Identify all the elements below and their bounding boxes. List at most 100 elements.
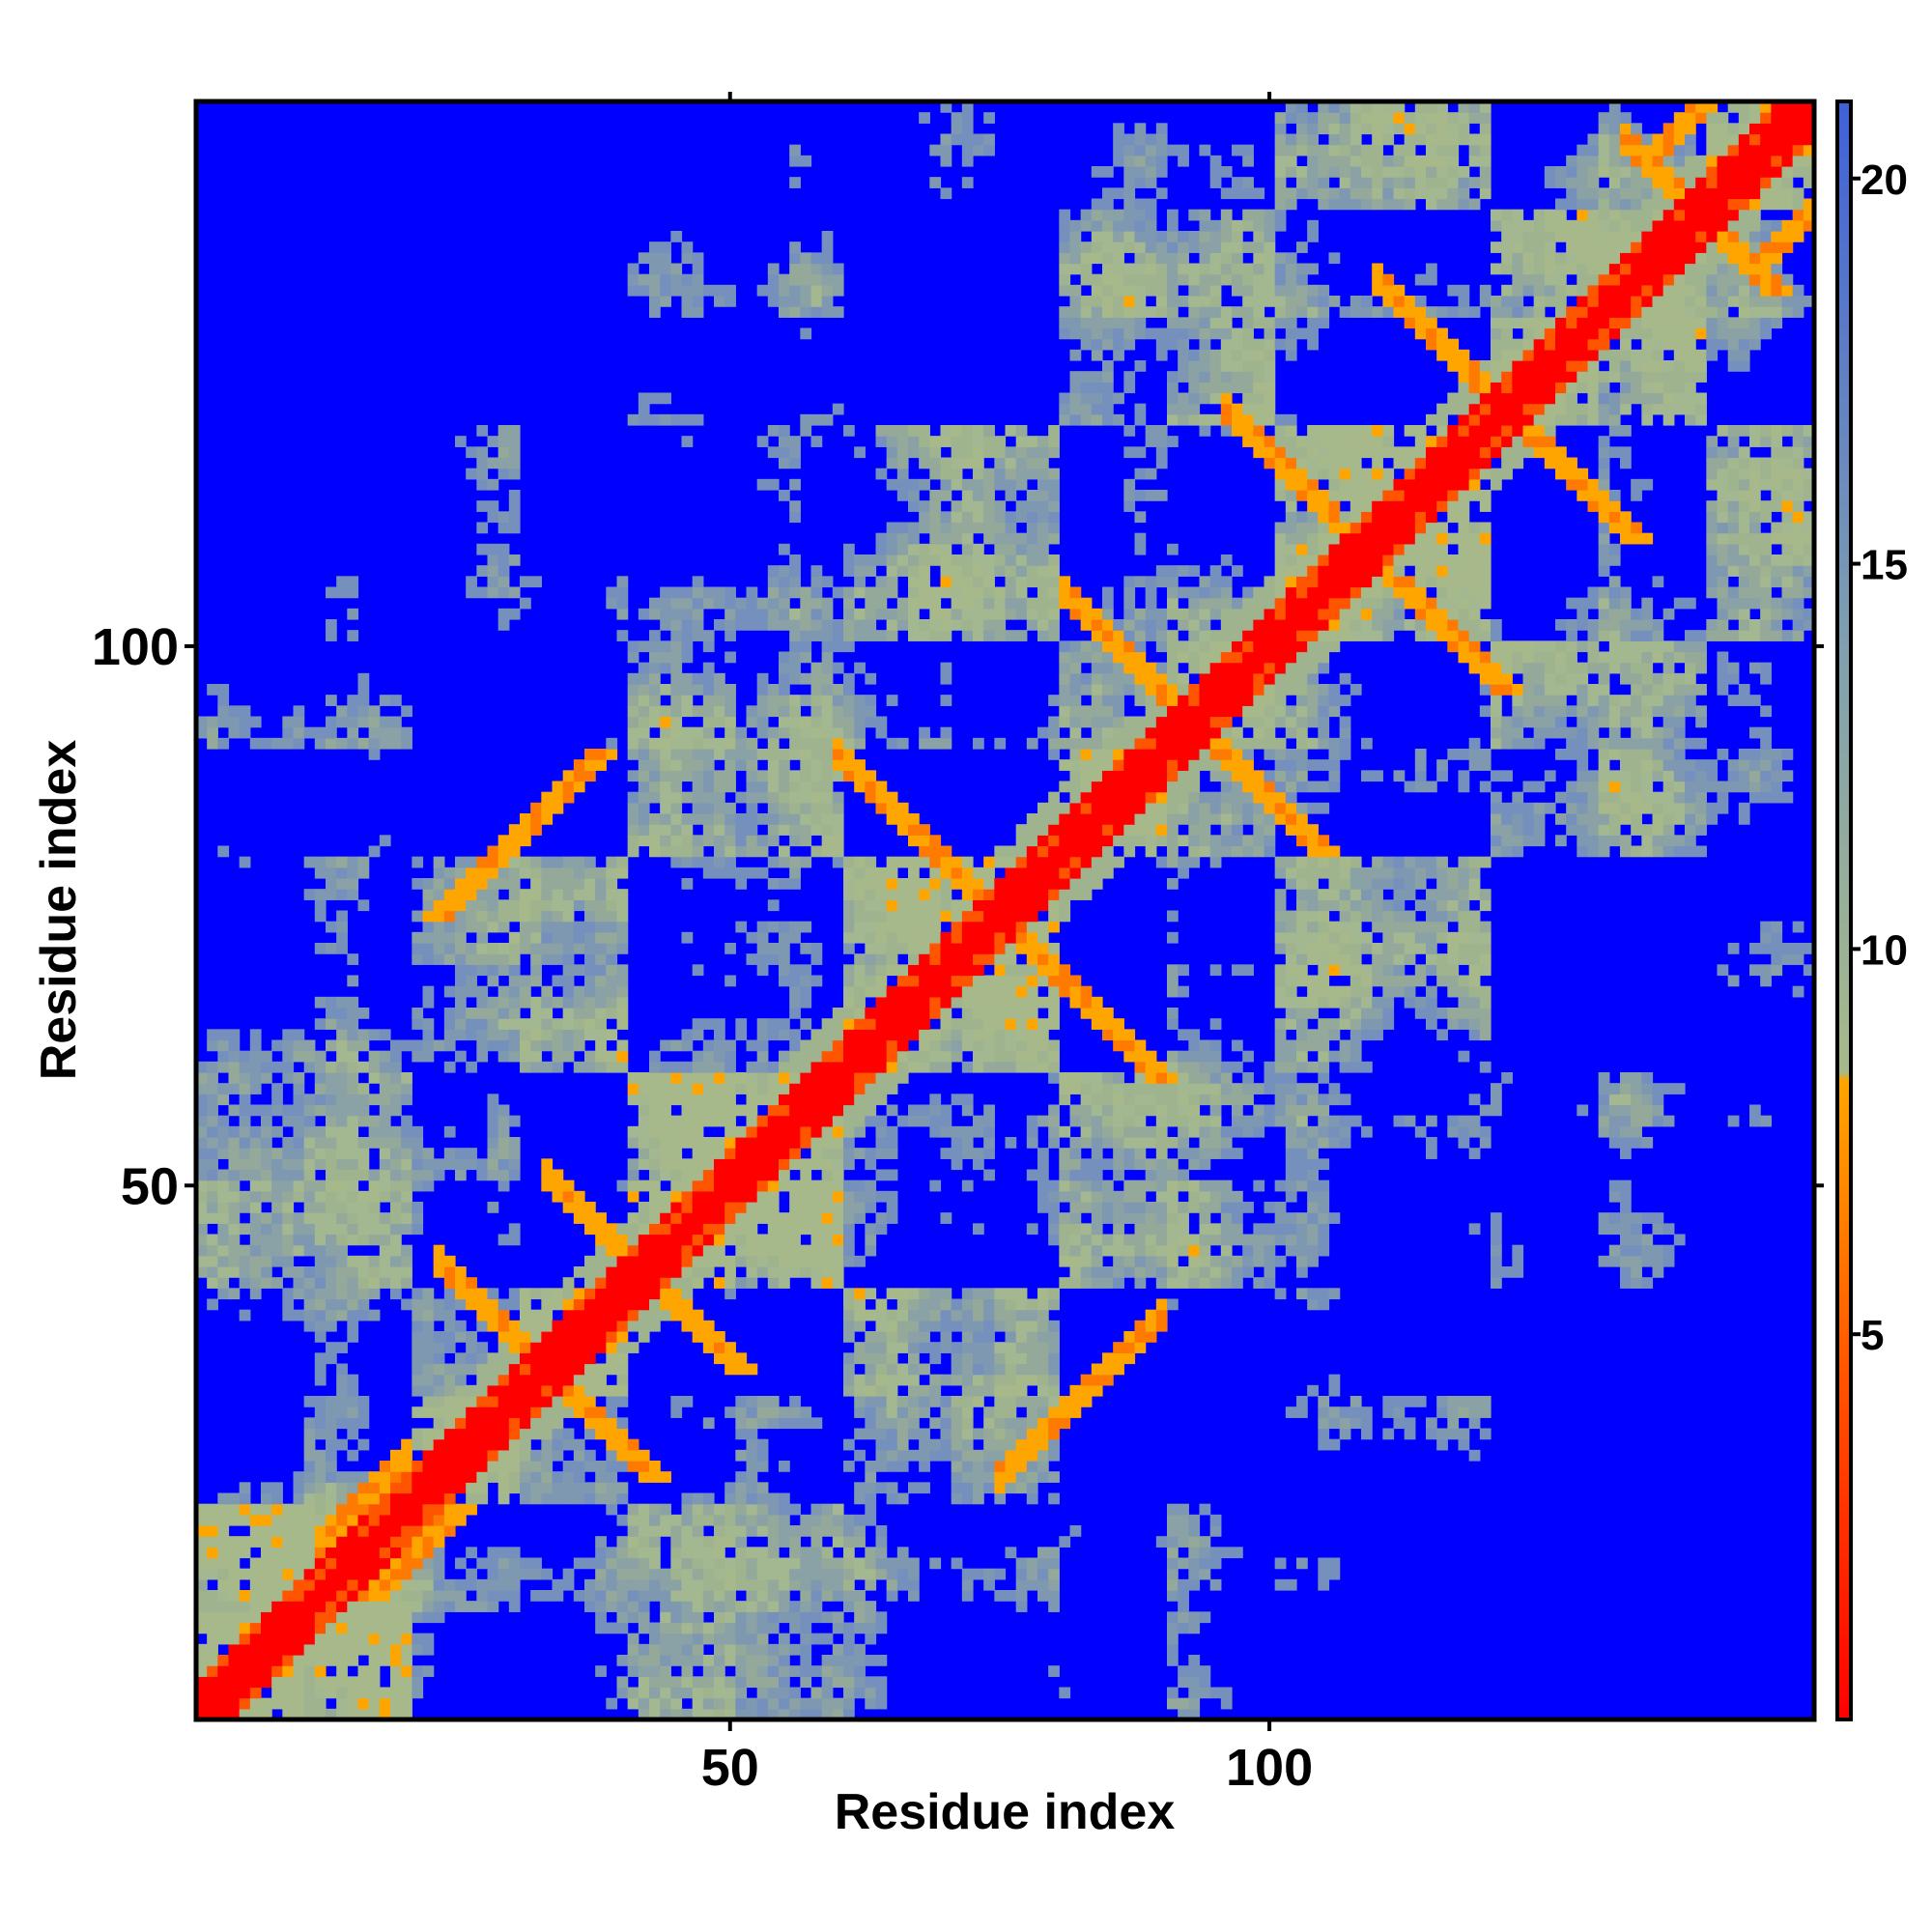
heatmap-cell [1167, 1633, 1179, 1645]
heatmap-cell [422, 1288, 435, 1300]
heatmap-cell [886, 1083, 898, 1094]
heatmap-cell [261, 1578, 272, 1591]
heatmap-cell [854, 1492, 866, 1505]
heatmap-cell [552, 1050, 564, 1063]
heatmap-cell [961, 1331, 974, 1343]
heatmap-cell [1350, 1050, 1362, 1063]
heatmap-cell [681, 1094, 694, 1106]
heatmap-cell [422, 1633, 435, 1645]
heatmap-cell [724, 1288, 736, 1300]
heatmap-cell [649, 1125, 661, 1138]
heatmap-cell [681, 1611, 694, 1624]
heatmap-cell [660, 1309, 671, 1321]
heatmap-cell [401, 1547, 412, 1559]
heatmap-cell [843, 630, 855, 641]
heatmap-cell [1048, 1125, 1060, 1138]
heatmap-cell [1015, 1384, 1028, 1397]
heatmap-cell [326, 1676, 337, 1689]
heatmap-cell [692, 1018, 704, 1030]
heatmap-cell [1015, 1578, 1028, 1591]
heatmap-cell [810, 576, 823, 588]
heatmap-cell [724, 1072, 736, 1084]
heatmap-cell [767, 1525, 780, 1537]
heatmap-cell [606, 1590, 618, 1602]
heatmap-cell [1307, 1223, 1319, 1236]
heatmap-cell [271, 1676, 283, 1689]
heatmap-cell [1048, 1547, 1060, 1559]
heatmap-cell [228, 1179, 241, 1192]
heatmap-cell [638, 1266, 650, 1278]
heatmap-cell [670, 1288, 683, 1300]
heatmap-cell [616, 1547, 629, 1559]
heatmap-cell [1048, 1202, 1060, 1213]
heatmap-cell [584, 1018, 596, 1030]
heatmap-cell [487, 1320, 499, 1332]
heatmap-cell [886, 1578, 898, 1591]
heatmap-cell [347, 1148, 359, 1159]
heatmap-cell [865, 770, 877, 782]
heatmap-cell [562, 1428, 575, 1440]
heatmap-cell [1059, 1125, 1071, 1138]
heatmap-cell [401, 1557, 412, 1570]
heatmap-cell [207, 1179, 218, 1192]
heatmap-cell [994, 1417, 1007, 1430]
heatmap-cell [789, 1708, 801, 1720]
heatmap-cell [433, 1461, 445, 1472]
heatmap-cell [681, 284, 694, 297]
heatmap-cell [1232, 1223, 1243, 1236]
heatmap-cell [940, 1342, 952, 1353]
heatmap-cell [326, 1266, 337, 1278]
heatmap-cell [886, 1438, 898, 1451]
heatmap-cell [702, 1601, 715, 1612]
heatmap-cell [692, 1708, 704, 1720]
heatmap-cell [249, 1223, 262, 1236]
heatmap-cell [832, 586, 844, 599]
heatmap-cell [443, 1018, 456, 1030]
heatmap-cell [843, 921, 855, 933]
heatmap-cell [314, 1298, 327, 1311]
heatmap-cell [541, 1169, 554, 1181]
heatmap-cell [455, 953, 467, 965]
heatmap-cell [681, 1655, 694, 1666]
heatmap-cell [638, 695, 650, 706]
heatmap-cell [368, 1050, 381, 1063]
heatmap-cell [821, 1676, 834, 1689]
heatmap-cell [789, 651, 801, 664]
heatmap-cell [455, 1018, 467, 1030]
heatmap-cell [821, 1277, 834, 1289]
heatmap-cell [746, 1223, 758, 1236]
heatmap-cell [832, 835, 844, 847]
heatmap-cell [196, 1590, 208, 1602]
heatmap-cell [303, 1050, 316, 1063]
heatmap-cell [649, 1697, 661, 1710]
heatmap-cell [1167, 1169, 1179, 1181]
heatmap-cell [1069, 1202, 1082, 1213]
heatmap-cell [724, 1137, 736, 1149]
heatmap-cell [961, 1094, 974, 1106]
heatmap-cell [735, 1125, 748, 1138]
heatmap-cell [282, 1687, 295, 1699]
heatmap-cell [530, 953, 542, 965]
heatmap-cell [487, 964, 499, 977]
heatmap-cell [217, 1536, 230, 1548]
heatmap-cell [239, 1125, 251, 1138]
heatmap-cell [1209, 1525, 1222, 1537]
heatmap-cell [865, 1008, 877, 1019]
heatmap-cell [422, 1482, 435, 1494]
heatmap-cell [810, 975, 823, 987]
heatmap-cell [951, 1557, 963, 1570]
heatmap-cell [552, 791, 564, 804]
heatmap-cell [1232, 1277, 1243, 1289]
heatmap-cell [638, 1578, 650, 1591]
heatmap-cell [497, 1406, 510, 1418]
heatmap-cell [455, 436, 467, 447]
heatmap-cell [357, 1471, 370, 1483]
heatmap-cell [627, 1449, 639, 1462]
heatmap-cell [239, 1277, 251, 1289]
heatmap-cell [886, 1342, 898, 1353]
heatmap-cell [261, 1190, 272, 1203]
heatmap-cell [217, 1655, 230, 1666]
heatmap-cell [1209, 1061, 1222, 1073]
heatmap-cell [843, 1039, 855, 1052]
